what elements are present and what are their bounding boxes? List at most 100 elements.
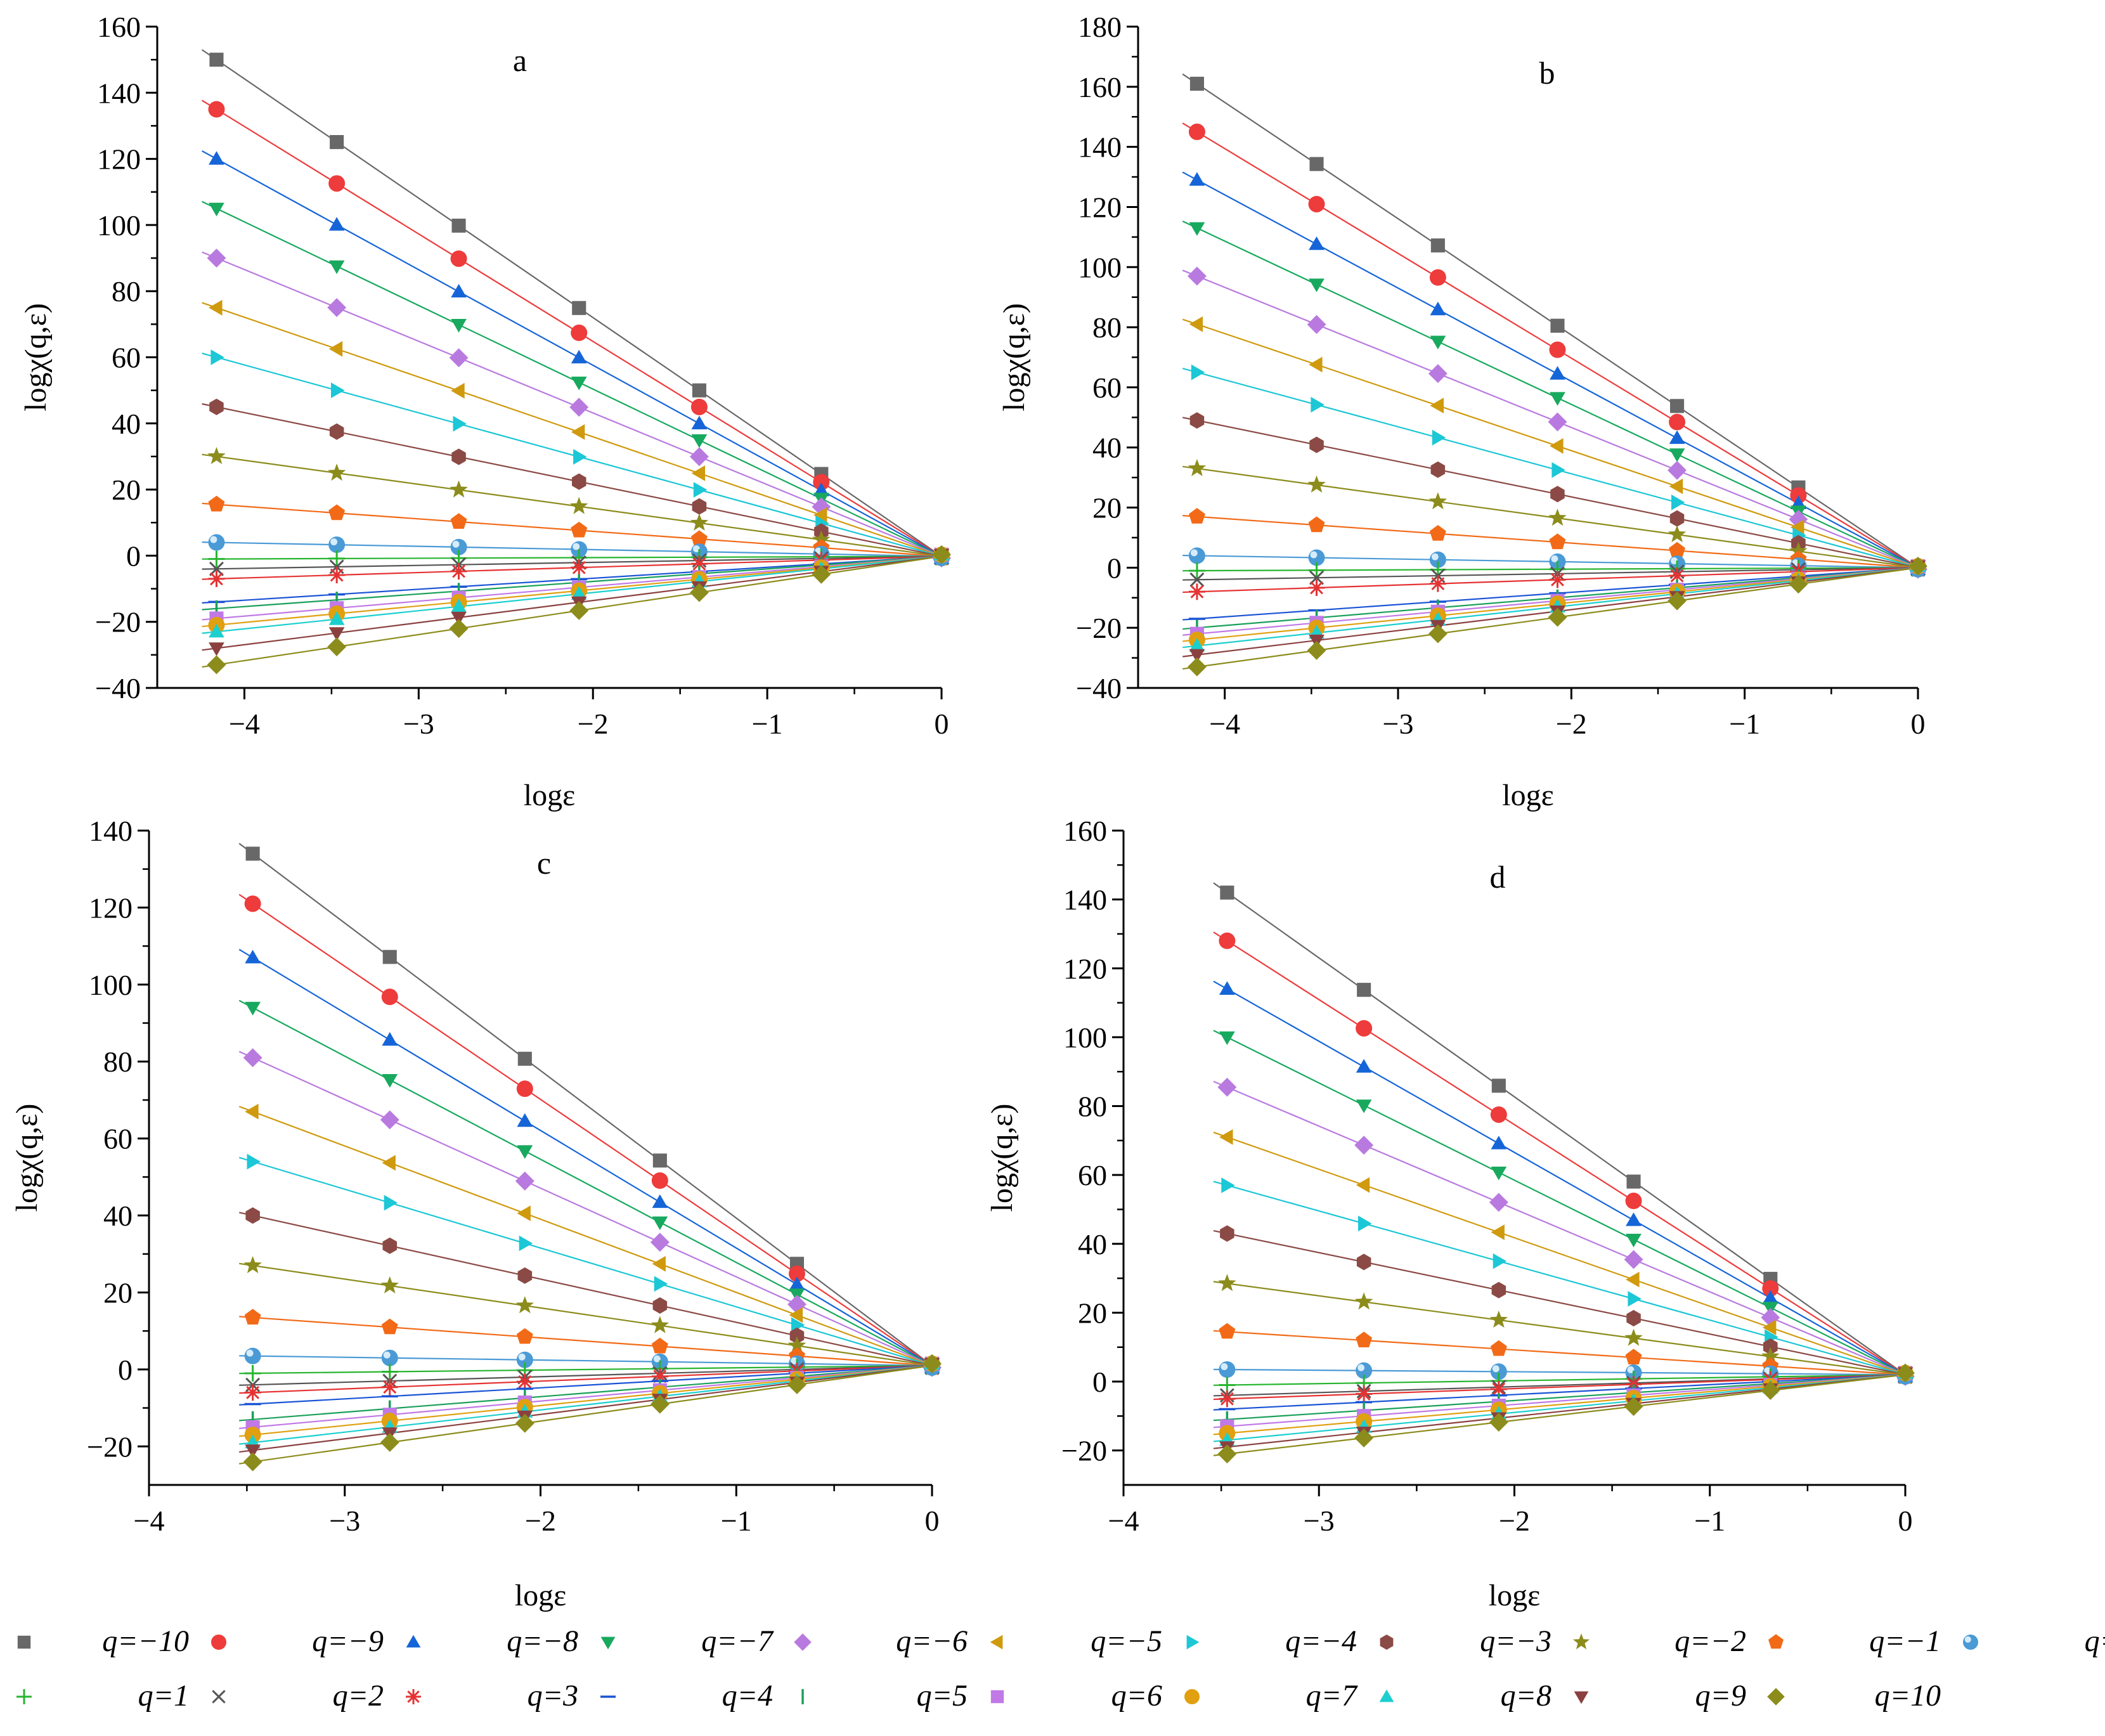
point-q-2 [1188,459,1207,476]
fit-line-q-9 [202,100,942,557]
point-q-7 [1669,448,1685,462]
point-q-9 [690,398,708,415]
point-q3 [516,1373,533,1390]
y-tick-label: 120 [97,143,141,176]
point-q-7 [1356,1099,1372,1113]
y-axis-title: logχ(q,ε) [10,1104,44,1212]
point-q10 [569,601,589,620]
point-q-8 [245,950,261,964]
point-q3 [1490,1380,1507,1397]
fit-line-q-8 [238,949,933,1366]
point-q-2 [812,530,831,548]
x-tick-label: −2 [1499,1505,1530,1537]
legend-marker-q0 [1963,1635,1978,1650]
point-q-3 [1430,461,1446,478]
fit-line-q-5 [1182,318,1919,569]
y-tick-label: 80 [1092,311,1122,344]
fit-line-q-5 [238,1106,933,1366]
y-tick-label: 0 [1092,1366,1107,1398]
fit-line-q-9 [1182,122,1919,569]
x-tick-label: −3 [1383,708,1414,740]
y-tick-label: −20 [95,606,141,638]
point-q-9 [571,324,588,341]
fit-line-q-2 [202,453,942,557]
legend-marker-q3 [406,1689,421,1704]
point-q-6 [327,298,347,317]
point-q-10 [517,1051,532,1066]
point-q-1 [571,521,588,538]
point-q-10 [1626,1174,1641,1189]
point-q1 [381,1363,398,1380]
legend-marker-q-7 [600,1636,616,1650]
point-q-5 [1669,478,1683,495]
legend-label-q9: q=9 [1695,1679,1746,1713]
point-q-5 [209,299,223,316]
point-q-5 [1491,1224,1505,1240]
legend-label-q2: q=2 [333,1679,384,1713]
point-q-7 [571,377,587,391]
point-q-8 [1626,1212,1642,1226]
point-q8 [451,599,467,612]
point-q-4 [1191,364,1205,380]
data-markers [243,846,942,1472]
x-tick-label: −1 [752,708,783,740]
fit-line-q-10 [238,843,933,1366]
fit-line-q9 [202,555,942,651]
point-q-5 [813,507,827,523]
point-q-9 [1669,413,1686,431]
fit-lines [1213,882,1906,1456]
y-tick-label: 20 [1078,1297,1107,1329]
legend-marker-q10 [1767,1688,1785,1706]
point-q-9 [651,1172,668,1189]
legend: q=−10 q=−9 q=−8 q=−7 q=−6 q=−5 q=−4 q=−3 q=−2 q=−… [16,1624,2105,1713]
fit-line-q5 [239,1364,933,1422]
point-q-4 [331,382,345,398]
y-tick-label: 80 [103,1046,133,1078]
y-axis-title: logχ(q,ε) [997,303,1031,411]
legend-label-q-6: q=−6 [896,1624,968,1658]
point-q-2 [1354,1292,1373,1310]
point-q3 [328,567,346,584]
fit-line-q5 [1182,567,1919,630]
point-q3 [1625,1376,1642,1393]
point-q10 [207,655,226,675]
point-q-8 [571,349,587,364]
point-q10 [932,545,951,564]
point-q-6 [650,1233,670,1252]
point-q0 [450,538,467,555]
point-q-6 [1624,1250,1643,1269]
point-q-2 [327,463,346,481]
panel-letter: c [537,845,551,881]
point-q8 [571,586,587,600]
legend-label-q-5: q=−5 [1091,1624,1162,1658]
legend-label-q5: q=5 [917,1679,968,1713]
point-q-9 [1790,487,1807,504]
y-tick-label: 140 [1063,884,1107,916]
data-markers [1188,77,1927,677]
point-q-8 [1356,1059,1372,1073]
point-q-5 [328,340,343,357]
y-tick-label: 60 [112,342,141,374]
panel-letter: a [513,42,527,78]
point-q9 [209,642,224,656]
legend-marker-q7 [1184,1689,1200,1704]
legend-label-q4: q=4 [722,1679,773,1713]
y-tick-label: 0 [126,540,141,572]
point-q-5 [1189,316,1203,332]
point-q-3 [245,1207,260,1224]
fit-line-q-9 [238,893,933,1366]
data-markers [207,53,951,675]
point-q-6 [380,1110,399,1130]
point-q3 [381,1378,398,1396]
point-q-4 [247,1153,261,1170]
point-q-6 [1188,266,1207,286]
y-tick-label: −20 [1076,612,1122,644]
point-q-5 [1626,1271,1640,1288]
point-q-7 [209,202,224,217]
fit-line-q-8 [1182,171,1919,569]
fit-line-q0 [239,1355,933,1366]
point-q-1 [1490,1340,1507,1356]
point-q-7 [517,1145,533,1159]
fit-line-q-4 [202,353,942,557]
point-q-9 [328,175,346,192]
